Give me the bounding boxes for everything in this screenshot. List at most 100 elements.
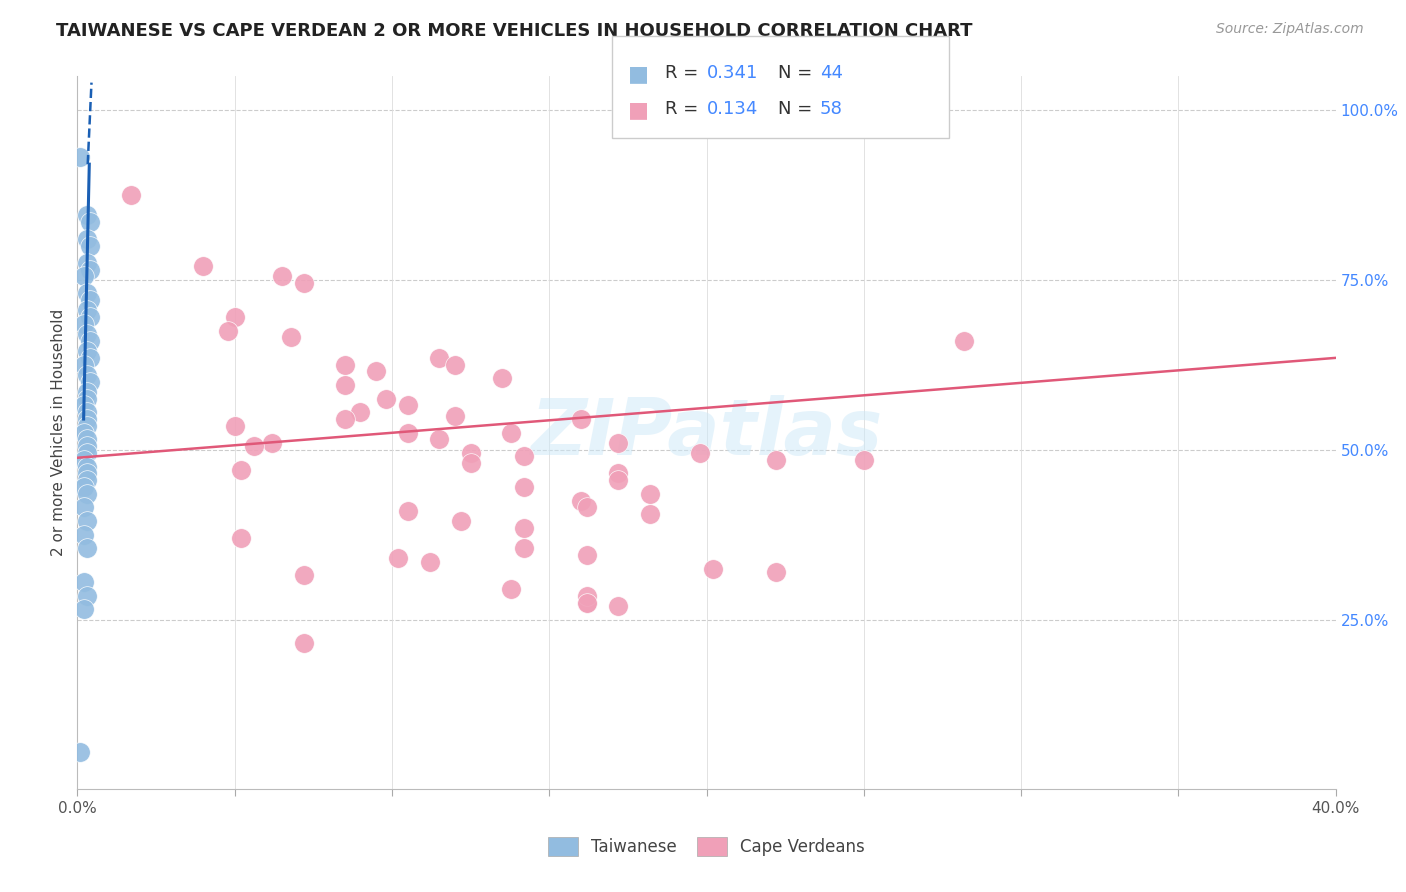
Point xyxy=(575,595,598,609)
Point xyxy=(72,269,94,284)
Point xyxy=(501,425,523,440)
Point xyxy=(444,358,467,372)
Point xyxy=(229,531,252,545)
Point xyxy=(120,187,142,202)
Point xyxy=(262,435,284,450)
Point xyxy=(460,446,482,460)
Point xyxy=(72,317,94,331)
Point xyxy=(79,293,101,307)
Point xyxy=(460,456,482,470)
Point xyxy=(224,418,246,433)
Point xyxy=(76,459,98,474)
Point xyxy=(569,493,592,508)
Point xyxy=(72,575,94,590)
Point xyxy=(396,399,419,413)
Point xyxy=(513,521,536,535)
Text: ■: ■ xyxy=(628,64,650,84)
Point xyxy=(229,463,252,477)
Point xyxy=(76,487,98,501)
Point xyxy=(76,433,98,447)
Point xyxy=(72,358,94,372)
Point xyxy=(396,425,419,440)
Point xyxy=(689,446,711,460)
Point xyxy=(72,500,94,515)
Point xyxy=(702,561,724,575)
Point xyxy=(270,269,292,284)
Point xyxy=(76,541,98,556)
Text: ZIPatlas: ZIPatlas xyxy=(530,394,883,471)
Point xyxy=(292,568,315,582)
Point xyxy=(607,435,630,450)
Point xyxy=(333,412,356,426)
Point xyxy=(513,480,536,494)
Point xyxy=(76,412,98,426)
Point xyxy=(387,551,409,566)
Text: N =: N = xyxy=(778,64,817,82)
Point xyxy=(396,504,419,518)
Point xyxy=(76,303,98,318)
Point xyxy=(79,351,101,365)
Point xyxy=(491,371,513,385)
Point xyxy=(501,582,523,596)
Point xyxy=(765,452,787,467)
Point xyxy=(280,330,302,344)
Point xyxy=(76,405,98,419)
Point xyxy=(607,473,630,487)
Point xyxy=(79,238,101,252)
Point xyxy=(76,384,98,399)
Point xyxy=(76,418,98,433)
Point xyxy=(191,259,215,273)
Point xyxy=(72,602,94,616)
Point xyxy=(76,514,98,528)
Point xyxy=(852,452,875,467)
Point xyxy=(72,425,94,440)
Point xyxy=(72,399,94,413)
Point xyxy=(76,589,98,603)
Point xyxy=(79,215,101,229)
Point xyxy=(76,446,98,460)
Point xyxy=(513,450,536,464)
Point xyxy=(72,480,94,494)
Point xyxy=(224,310,246,324)
Point xyxy=(217,324,239,338)
Point xyxy=(419,555,441,569)
Point xyxy=(953,334,976,348)
Point xyxy=(607,599,630,613)
Point xyxy=(76,208,98,222)
Text: R =: R = xyxy=(665,64,704,82)
Point xyxy=(638,487,661,501)
Point xyxy=(76,392,98,406)
Point xyxy=(76,344,98,359)
Point xyxy=(569,412,592,426)
Point xyxy=(76,439,98,453)
Point xyxy=(374,392,396,406)
Point xyxy=(765,565,787,579)
Text: R =: R = xyxy=(665,100,704,118)
Point xyxy=(79,310,101,324)
Point xyxy=(575,595,598,609)
Point xyxy=(575,548,598,562)
Point xyxy=(575,589,598,603)
Point xyxy=(69,150,91,164)
Point xyxy=(333,358,356,372)
Point xyxy=(349,405,371,419)
Point xyxy=(76,368,98,382)
Point xyxy=(79,334,101,348)
Text: 44: 44 xyxy=(820,64,842,82)
Point xyxy=(292,276,315,290)
Point xyxy=(76,286,98,301)
Point xyxy=(333,378,356,392)
Point xyxy=(575,500,598,515)
Point xyxy=(444,409,467,423)
Point xyxy=(638,507,661,521)
Point xyxy=(242,439,264,453)
Legend: Taiwanese, Cape Verdeans: Taiwanese, Cape Verdeans xyxy=(541,830,872,863)
Point xyxy=(79,262,101,277)
Point xyxy=(76,473,98,487)
Point xyxy=(366,364,388,378)
Point xyxy=(607,467,630,481)
Point xyxy=(427,433,450,447)
Text: 58: 58 xyxy=(820,100,842,118)
Point xyxy=(72,527,94,541)
Point xyxy=(79,375,101,389)
